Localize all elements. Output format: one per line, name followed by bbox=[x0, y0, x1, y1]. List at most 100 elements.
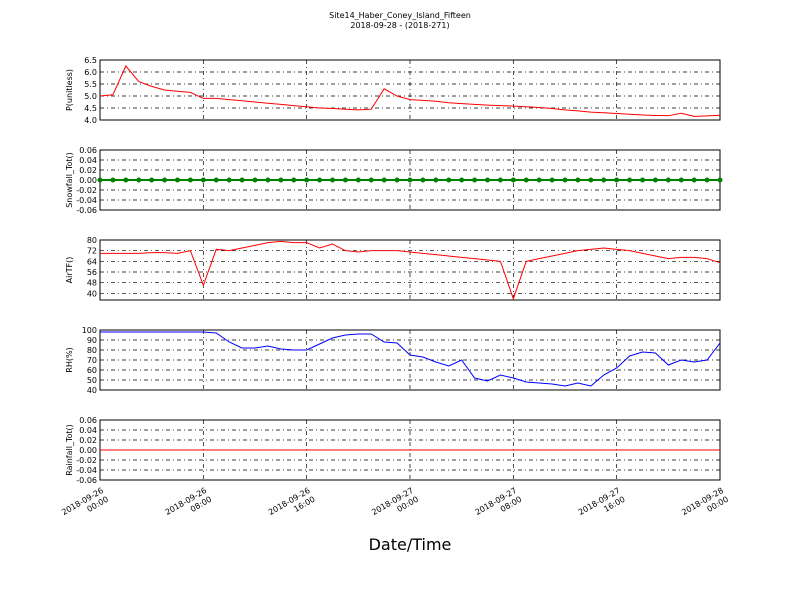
y-tick-label: 6.0 bbox=[84, 68, 97, 77]
data-point bbox=[523, 177, 529, 183]
data-point bbox=[678, 177, 684, 183]
y-tick-label: 64 bbox=[87, 257, 97, 266]
y-tick-label: 6.5 bbox=[84, 56, 97, 65]
data-point bbox=[549, 177, 555, 183]
data-line bbox=[100, 240, 721, 301]
y-tick-label: 0.06 bbox=[79, 146, 97, 155]
y-tick-label: 0.02 bbox=[79, 166, 97, 175]
y-tick-label: 72 bbox=[87, 247, 97, 256]
y-tick-label: 70 bbox=[87, 356, 97, 365]
data-point bbox=[123, 177, 129, 183]
plot-frame bbox=[99, 329, 721, 391]
data-point bbox=[459, 177, 465, 183]
data-point bbox=[627, 177, 633, 183]
data-point bbox=[149, 177, 155, 183]
y-tick-label: 80 bbox=[87, 346, 97, 355]
y-tick-label: 0.00 bbox=[79, 446, 97, 455]
data-point bbox=[640, 177, 645, 183]
y-tick-label: 80 bbox=[87, 236, 97, 245]
y-tick-label: 0.04 bbox=[79, 426, 97, 435]
data-point bbox=[394, 177, 400, 183]
data-point bbox=[717, 177, 723, 183]
y-tick-label: 100 bbox=[82, 326, 97, 335]
data-point bbox=[136, 177, 142, 183]
data-point bbox=[317, 177, 323, 183]
data-point bbox=[446, 177, 452, 183]
data-point bbox=[200, 177, 206, 183]
y-tick-label: 40 bbox=[87, 289, 97, 298]
x-tick-label: 2018-09-2608:00 bbox=[164, 486, 214, 526]
y-tick-label: -0.02 bbox=[76, 456, 97, 465]
y-axis-label: Rainfall_Tot() bbox=[65, 424, 74, 476]
data-point bbox=[175, 177, 180, 183]
data-point bbox=[304, 177, 310, 183]
y-tick-label: 4.0 bbox=[84, 116, 97, 125]
y-tick-label: 5.0 bbox=[84, 92, 97, 101]
y-tick-label: 0.06 bbox=[79, 416, 97, 425]
data-point bbox=[330, 177, 335, 183]
data-point bbox=[226, 177, 232, 183]
y-tick-label: -0.06 bbox=[76, 206, 97, 215]
y-tick-label: -0.04 bbox=[76, 466, 97, 475]
x-tick-label: 2018-09-2616:00 bbox=[267, 486, 317, 526]
data-point bbox=[691, 177, 697, 183]
data-point bbox=[252, 177, 258, 183]
data-line bbox=[100, 331, 721, 387]
data-point bbox=[536, 177, 542, 183]
data-point bbox=[614, 177, 620, 183]
data-point bbox=[665, 177, 671, 183]
x-tick-label: 2018-09-2600:00 bbox=[60, 486, 110, 526]
y-tick-label: 0.04 bbox=[79, 156, 97, 165]
y-tick-label: -0.06 bbox=[76, 476, 97, 485]
data-point bbox=[162, 177, 168, 183]
plot-frame bbox=[99, 59, 721, 121]
y-axis-label: RH(%) bbox=[65, 347, 74, 372]
x-tick-label: 2018-09-2800:00 bbox=[680, 486, 730, 526]
y-tick-label: 40 bbox=[87, 386, 97, 395]
data-point bbox=[278, 177, 284, 183]
x-tick-label: 2018-09-2716:00 bbox=[577, 486, 627, 526]
data-point bbox=[704, 177, 710, 183]
y-tick-label: 0.00 bbox=[79, 176, 97, 185]
data-point bbox=[420, 177, 426, 183]
data-point bbox=[342, 177, 348, 183]
x-tick-label: 2018-09-2700:00 bbox=[370, 486, 420, 526]
data-point bbox=[265, 177, 271, 183]
y-tick-label: 4.5 bbox=[84, 104, 97, 113]
data-point bbox=[291, 177, 297, 183]
data-point bbox=[485, 177, 490, 183]
plot-frame bbox=[99, 239, 721, 301]
data-point bbox=[472, 177, 478, 183]
y-axis-label: AirTF() bbox=[65, 257, 74, 284]
data-point bbox=[562, 177, 568, 183]
data-point bbox=[407, 177, 413, 183]
data-point bbox=[652, 177, 658, 183]
data-line bbox=[99, 65, 721, 117]
x-tick-label: 2018-09-2708:00 bbox=[474, 486, 524, 526]
data-point bbox=[213, 177, 219, 183]
data-point bbox=[588, 177, 594, 183]
y-axis-label: Snowfall_Tot() bbox=[65, 152, 74, 208]
data-point bbox=[110, 177, 116, 183]
chart-subtitle: 2018-09-28 - (2018-271) bbox=[350, 21, 449, 30]
data-point bbox=[355, 177, 361, 183]
y-tick-label: 50 bbox=[87, 376, 97, 385]
data-point bbox=[433, 177, 439, 183]
y-tick-label: 5.5 bbox=[84, 80, 97, 89]
data-point bbox=[575, 177, 581, 183]
data-point bbox=[239, 177, 245, 183]
x-axis-label: Date/Time bbox=[369, 535, 452, 554]
data-point bbox=[601, 177, 607, 183]
chart-title: Site14_Haber_Coney_Island_Fifteen bbox=[329, 11, 471, 20]
data-point bbox=[97, 177, 103, 183]
y-tick-label: 90 bbox=[87, 336, 97, 345]
data-point bbox=[368, 177, 374, 183]
y-tick-label: 56 bbox=[87, 268, 97, 277]
data-point bbox=[510, 177, 516, 183]
data-point bbox=[187, 177, 193, 183]
data-point bbox=[497, 177, 503, 183]
y-tick-label: 60 bbox=[87, 366, 97, 375]
y-axis-label: P(unitless) bbox=[65, 69, 74, 111]
y-tick-label: -0.02 bbox=[76, 186, 97, 195]
